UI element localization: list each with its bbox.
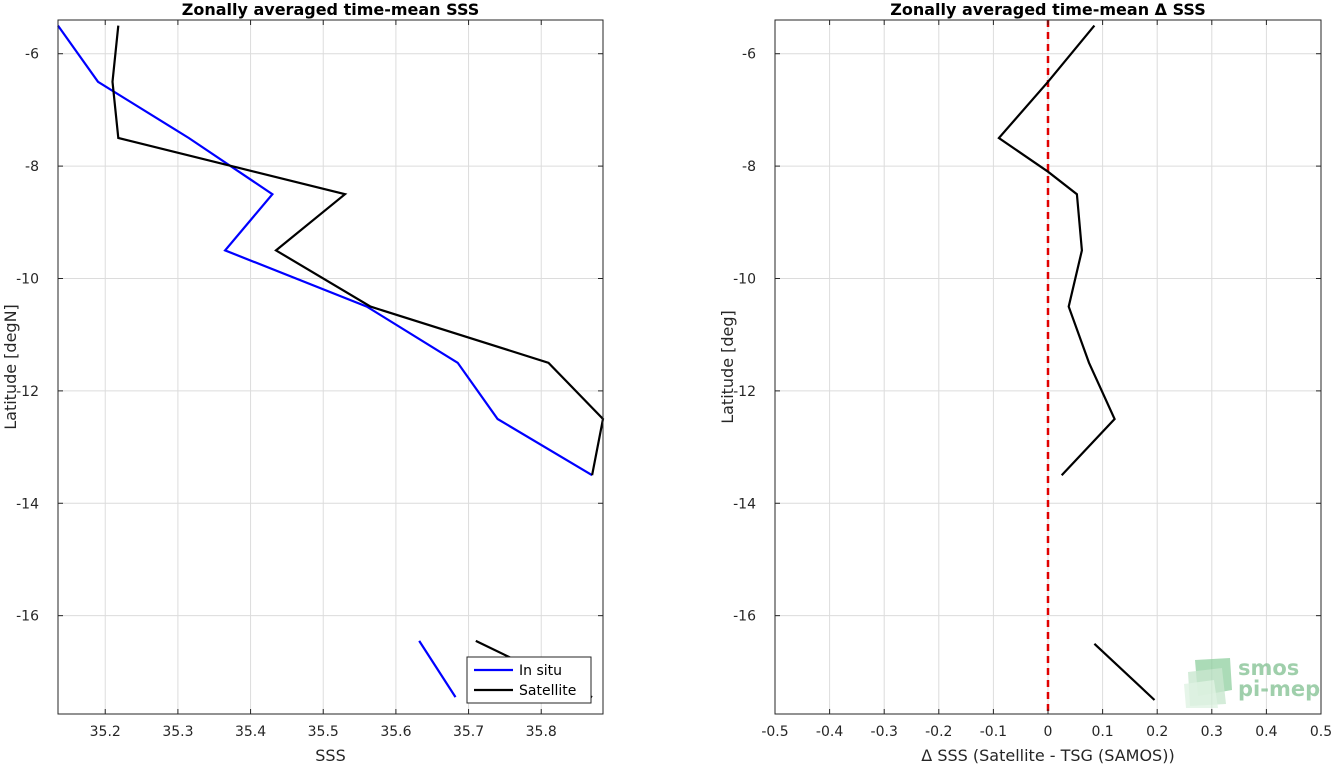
x-axis-label: SSS (315, 746, 345, 764)
legend-entry: In situ (519, 663, 562, 679)
y-tick-label: -14 (16, 496, 39, 512)
y-tick-label: -16 (16, 609, 39, 625)
chart-1: 35.2 35.3 35.4 35.5 35.6 35.7 35.8 -6 -8 -10 -12 -1… (1, 0, 605, 765)
chart-title: Zonally averaged time-mean SSS (182, 0, 480, 19)
y-tick-label: -6 (25, 47, 39, 63)
x-tick-label: 35.5 (308, 724, 339, 740)
logo-graphic (1184, 680, 1218, 708)
legend: In situ Satellite (466, 656, 592, 704)
y-axis-label: Latitude [deg] (718, 310, 737, 424)
y-tick-label: -8 (25, 159, 39, 175)
series-line-delta-sss-1 (997, 24, 1116, 476)
y-tick-label: -8 (742, 159, 756, 175)
y-tick-label: -6 (742, 47, 756, 63)
series-line-in-situ-2 (418, 640, 457, 698)
x-axis-label: Δ SSS (Satellite - TSG (SAMOS)) (921, 746, 1174, 764)
y-axis-label: Latitude [degN] (1, 304, 20, 430)
x-tick-label: 35.2 (90, 724, 121, 740)
x-tick-label: 0.4 (1255, 724, 1277, 740)
x-tick-label: -0.2 (925, 724, 952, 740)
plot-area (58, 20, 603, 714)
series-line-in-situ-1 (57, 24, 593, 477)
x-tick-label: 0.1 (1091, 724, 1113, 740)
x-tick-label: 35.6 (380, 724, 411, 740)
y-tick-label: -10 (16, 271, 39, 287)
x-tick-label: 0.2 (1146, 724, 1168, 740)
logo-text: pi-mep (1238, 677, 1320, 701)
y-tick-label: -14 (733, 496, 756, 512)
y-tick-label: -12 (733, 384, 756, 400)
logo-text: smos (1238, 656, 1299, 680)
legend-entry: Satellite (519, 683, 576, 699)
chart-title: Zonally averaged time-mean Δ SSS (890, 0, 1206, 19)
x-tick-label: 35.7 (453, 724, 484, 740)
y-tick-label: -10 (733, 271, 756, 287)
y-tick-label: -12 (16, 384, 39, 400)
x-tick-label: 35.8 (526, 724, 557, 740)
x-tick-label: 0.5 (1310, 724, 1332, 740)
series-line-delta-sss-2 (1093, 642, 1156, 701)
x-tick-label: -0.5 (761, 724, 788, 740)
legend-box (466, 656, 592, 704)
x-tick-label: 0 (1044, 724, 1053, 740)
x-tick-label: 35.4 (235, 724, 266, 740)
chart-2: -0.5 -0.4 -0.3 -0.2 -0.1 0 0.1 0.2 0.3 0.4 0.5 -6 -8… (718, 0, 1332, 765)
x-tick-label: -0.1 (980, 724, 1007, 740)
axes-box (57, 19, 604, 715)
x-tick-label: -0.3 (871, 724, 898, 740)
x-tick-label: -0.4 (816, 724, 843, 740)
x-tick-label: 35.3 (162, 724, 193, 740)
x-tick-label: 0.3 (1201, 724, 1223, 740)
series-line-satellite-1 (111, 25, 605, 476)
y-tick-label: -16 (733, 609, 756, 625)
